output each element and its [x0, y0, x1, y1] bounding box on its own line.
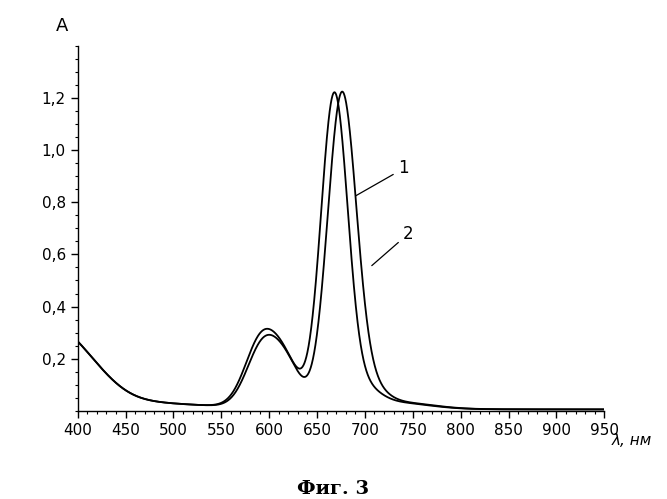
Text: λ, нм: λ, нм [612, 433, 652, 448]
Text: 1: 1 [356, 160, 409, 196]
Text: 2: 2 [372, 225, 414, 265]
Text: Фиг. 3: Фиг. 3 [297, 480, 370, 498]
Y-axis label: A: A [56, 17, 68, 35]
